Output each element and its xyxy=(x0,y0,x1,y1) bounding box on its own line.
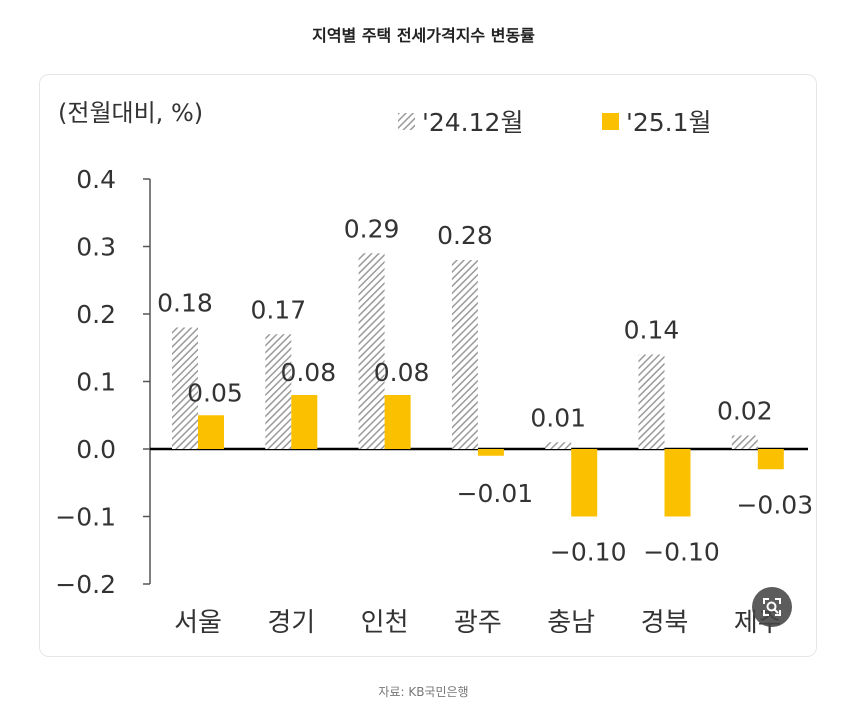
data-label-2501: −0.10 xyxy=(550,538,627,567)
y-tick-label: 0.1 xyxy=(76,368,116,397)
bar-chart: (전월대비, %) 0.4 0.3 0.2 0.1 0.0 −0.1 −0.2 0.18 0.0… xyxy=(55,99,813,638)
data-label-2412: 0.01 xyxy=(530,403,586,432)
y-tick-label: 0.4 xyxy=(76,165,116,194)
bar-2412-6 xyxy=(731,435,758,449)
bar-2501-6 xyxy=(757,449,784,470)
data-label-2501: −0.10 xyxy=(643,538,720,567)
x-category-label: 경북 xyxy=(641,608,689,638)
bar-2412-4 xyxy=(545,442,572,449)
bar-2501-5 xyxy=(664,449,691,517)
data-label-2412: 0.29 xyxy=(344,214,400,243)
bar-2412-1 xyxy=(265,334,292,449)
page-title: 지역별 주택 전세가격지수 변동률 xyxy=(312,26,535,45)
bar-2501-3 xyxy=(477,449,504,456)
data-label-2501: −0.01 xyxy=(457,479,534,508)
zoom-icon xyxy=(763,598,781,616)
bar-2412-2 xyxy=(358,253,385,449)
x-category-label: 충남 xyxy=(547,608,595,638)
legend-swatch-2412 xyxy=(398,113,415,130)
bar-2501-1 xyxy=(291,395,318,449)
y-tick-label: 0.0 xyxy=(76,435,116,464)
legend-label-2501: '25.1월 xyxy=(626,108,712,137)
data-label-2501: −0.03 xyxy=(736,490,813,519)
legend-label-2412: '24.12월 xyxy=(422,108,523,137)
bar-2501-2 xyxy=(384,395,411,449)
x-category-label: 경기 xyxy=(267,608,315,638)
x-category-label: 광주 xyxy=(454,608,502,638)
x-category-label: 인천 xyxy=(361,608,409,638)
y-tick-label: 0.2 xyxy=(76,300,116,329)
bar-2412-3 xyxy=(451,260,478,449)
y-tick-label: −0.1 xyxy=(55,503,116,532)
bar-2412-0 xyxy=(172,327,198,449)
bar-2501-0 xyxy=(198,415,224,449)
data-label-2501: 0.05 xyxy=(187,378,243,407)
data-label-2412: 0.17 xyxy=(250,295,306,324)
chart-card: (전월대비, %) 0.4 0.3 0.2 0.1 0.0 −0.1 −0.2 0.18 0.0… xyxy=(39,74,817,657)
zoom-button[interactable] xyxy=(752,587,792,627)
data-label-2501: 0.08 xyxy=(374,358,430,387)
data-label-2412: 0.02 xyxy=(717,397,773,426)
data-label-2501: 0.08 xyxy=(280,358,336,387)
data-label-2412: 0.18 xyxy=(157,289,213,318)
source-note: 자료: KB국민은행 xyxy=(378,685,469,699)
bar-2412-5 xyxy=(638,354,665,449)
bar-2501-4 xyxy=(571,449,598,517)
data-label-2412: 0.28 xyxy=(437,221,493,250)
y-tick-label: −0.2 xyxy=(55,570,116,599)
legend-swatch-2501 xyxy=(602,113,619,130)
data-label-2412: 0.14 xyxy=(624,316,680,345)
y-unit-label: (전월대비, %) xyxy=(58,99,203,127)
y-tick-label: 0.3 xyxy=(76,233,116,262)
x-category-label: 서울 xyxy=(174,608,222,638)
